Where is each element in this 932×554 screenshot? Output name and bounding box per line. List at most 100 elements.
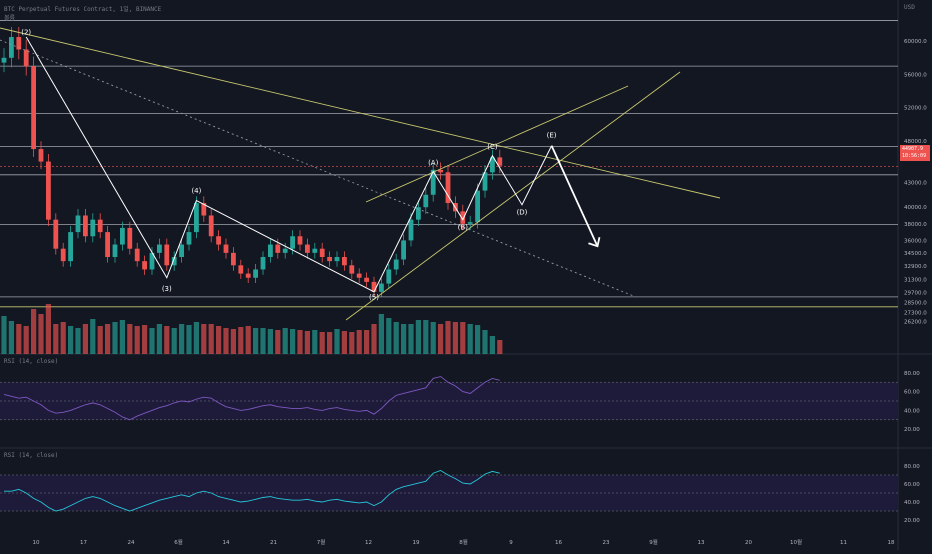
volume-bar <box>61 322 66 354</box>
rsi-axis-label: 80.00 <box>904 464 920 470</box>
volume-bar <box>53 324 58 354</box>
candle-body <box>142 261 147 269</box>
volume-bar <box>142 325 147 354</box>
volume-bar <box>260 328 265 354</box>
candle-body <box>475 191 480 223</box>
volume-bar <box>127 324 132 354</box>
volume-bar <box>179 324 184 354</box>
wave-label: (C) <box>487 143 498 151</box>
candle-body <box>194 203 199 232</box>
candle-body <box>113 245 118 257</box>
candle-body <box>83 216 88 237</box>
volume-bar <box>423 320 428 354</box>
rsi-axis-label: 20.00 <box>904 427 920 433</box>
candle-body <box>135 249 140 261</box>
currency-label[interactable]: USD <box>904 4 915 11</box>
candle-body <box>320 249 325 257</box>
time-axis-label: 20 <box>745 540 752 546</box>
candle-body <box>364 278 369 282</box>
volume-bar <box>320 332 325 354</box>
trend-line[interactable] <box>0 28 720 198</box>
candle-body <box>357 274 362 278</box>
volume-bar <box>497 340 502 354</box>
volume-bar <box>268 329 273 354</box>
volume-bar <box>379 314 384 354</box>
candle-body <box>401 240 406 259</box>
volume-bar <box>275 330 280 354</box>
volume-bar <box>246 326 251 354</box>
last-price-value: 44907.9 <box>902 146 928 153</box>
volume-bar <box>416 320 421 354</box>
candle-body <box>394 259 399 269</box>
volume-bar <box>149 328 154 354</box>
time-axis-label: 6월 <box>174 538 183 546</box>
price-axis-label: 43000.0 <box>904 180 927 186</box>
rsi-panel-1-title: RSI (14, close) <box>4 358 58 365</box>
candle-body <box>9 37 14 58</box>
candle-body <box>2 58 7 63</box>
volume-bar <box>135 326 140 354</box>
volume-bar <box>201 324 206 354</box>
projection-arrow-line[interactable] <box>552 146 598 246</box>
volume-bar <box>297 330 302 354</box>
volume-bar <box>231 329 236 354</box>
volume-bar <box>98 326 103 354</box>
wave-label: (2) <box>21 29 31 37</box>
volume-bar <box>364 330 369 354</box>
volume-bar <box>482 330 487 354</box>
rsi-axis-label: 40.00 <box>904 500 920 506</box>
trend-line[interactable] <box>346 72 680 320</box>
candle-body <box>76 216 81 233</box>
volume-bar <box>312 330 317 354</box>
elliott-wave-path[interactable] <box>26 37 551 292</box>
volume-bar <box>431 322 436 354</box>
volume-bar <box>216 326 221 354</box>
wave-label: (5) <box>369 293 379 301</box>
time-axis-label: 13 <box>698 540 705 546</box>
volume-bar <box>468 324 473 354</box>
volume-bar <box>24 326 29 354</box>
time-axis-label: 23 <box>603 540 610 546</box>
price-axis-label: 56000.0 <box>904 72 927 78</box>
rsi-axis-label: 60.00 <box>904 482 920 488</box>
rsi-axis-label: 60.00 <box>904 390 920 396</box>
candle-body <box>409 220 414 241</box>
volume-bar <box>209 324 214 354</box>
volume-bar <box>75 328 80 354</box>
candle-body <box>335 257 340 261</box>
candle-body <box>179 245 184 257</box>
candle-body <box>90 220 95 237</box>
rsi-axis-label: 40.00 <box>904 408 920 414</box>
volume-bar <box>349 332 354 354</box>
volume-bar <box>371 324 376 354</box>
candle-body <box>238 265 243 273</box>
volume-bar <box>90 319 95 354</box>
time-axis-label: 18 <box>888 540 895 546</box>
candle-body <box>327 257 332 261</box>
candle-body <box>46 162 51 220</box>
volume-bar <box>105 324 110 354</box>
price-axis-label: 31300.0 <box>904 277 927 283</box>
candle-body <box>24 50 29 67</box>
volume-bar <box>438 324 443 354</box>
time-axis-label: 14 <box>223 540 230 546</box>
candle-body <box>164 245 169 266</box>
volume-bar <box>327 332 332 354</box>
wave-label: (4) <box>191 187 201 195</box>
candle-body <box>253 269 258 277</box>
candle-body <box>187 232 192 244</box>
volume-bar <box>490 336 495 354</box>
candle-body <box>224 245 229 253</box>
wave-label: (D) <box>517 209 528 217</box>
candle-body <box>386 269 391 283</box>
candle-body <box>127 228 132 249</box>
volume-bar <box>453 322 458 354</box>
time-axis-label: 10 <box>33 540 40 546</box>
wave-label: (B) <box>458 224 469 232</box>
volume-bar <box>1 316 6 354</box>
volume-bar <box>157 324 162 354</box>
candle-body <box>305 245 310 253</box>
candle-body <box>438 170 443 172</box>
